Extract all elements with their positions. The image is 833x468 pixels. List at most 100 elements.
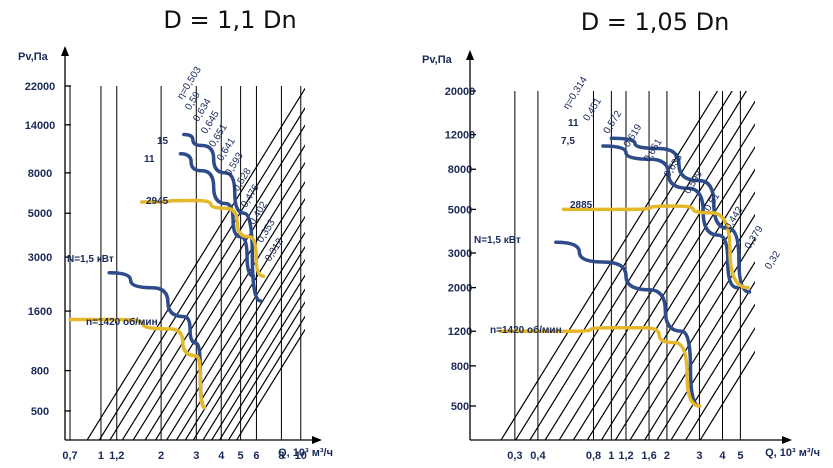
chart-panel-1: 0,7 1 1,2 2 3 4 5 6 8 10 500 800 1600 3000 5000 8000 140… bbox=[18, 6, 333, 462]
y-tick-label: 500 bbox=[451, 401, 469, 413]
series-curve bbox=[178, 151, 256, 279]
system-line bbox=[684, 326, 755, 440]
system-line bbox=[202, 274, 305, 440]
annotation-power_mid: 7,5 bbox=[561, 136, 575, 147]
x-tick-label: 1 bbox=[98, 450, 104, 462]
efficiency-label: 0,619 bbox=[622, 122, 645, 149]
x-tick-label: 5 bbox=[737, 450, 743, 462]
system-line bbox=[184, 245, 305, 440]
chart-panel-2: 0,3 0,4 0,8 1 1,2 1,6 2 3 4 5 500 800 1200 2000 3000 50… bbox=[422, 8, 820, 462]
system-line bbox=[629, 237, 755, 440]
system-lines bbox=[500, 91, 755, 440]
x-axis-arrow bbox=[312, 436, 322, 444]
y-tick-label: 5000 bbox=[28, 208, 52, 220]
series-curve bbox=[182, 132, 263, 303]
x-tick-label: 2 bbox=[664, 450, 670, 462]
x-tick-label: 4 bbox=[719, 450, 726, 462]
system-line bbox=[600, 191, 755, 440]
system-line bbox=[656, 280, 755, 440]
x-tick-label: 10 bbox=[295, 450, 307, 462]
system-line bbox=[175, 231, 305, 440]
x-tick-label: 4 bbox=[218, 450, 225, 462]
system-line bbox=[670, 303, 755, 440]
y-tick-label: 12000 bbox=[445, 130, 476, 142]
y-tick-label: 500 bbox=[31, 406, 49, 418]
x-tick-label: 0,7 bbox=[62, 450, 77, 462]
x-axis-label: Q, 10³ м³/ч bbox=[278, 447, 333, 459]
system-line bbox=[544, 100, 755, 440]
system-line bbox=[98, 107, 305, 440]
annotation-speed_low: n=1420 об/мин bbox=[86, 316, 158, 328]
system-line bbox=[529, 91, 748, 440]
x-axis-arrow bbox=[782, 436, 792, 444]
y-axis-arrow bbox=[466, 50, 474, 60]
x-axis-label: Q, 10³ м³/ч bbox=[765, 447, 820, 459]
x-tick-label: 0,4 bbox=[530, 450, 546, 462]
annotation-speed_high: 2945 bbox=[146, 196, 169, 207]
system-line bbox=[144, 180, 305, 440]
x-tick-label: 2 bbox=[158, 450, 164, 462]
x-tick-label: 1,2 bbox=[109, 450, 124, 462]
system-line bbox=[572, 146, 755, 440]
annotation-speed_low: n=1420 об/мин bbox=[490, 324, 562, 336]
annotation-power_low: N=1,5 кВт bbox=[474, 235, 521, 246]
system-line bbox=[614, 213, 755, 440]
y-tick-label: 2000 bbox=[448, 283, 472, 295]
y-tick-label: 1200 bbox=[448, 326, 472, 338]
annotation-power_high: 11 bbox=[568, 118, 579, 129]
y-tick-label: 1600 bbox=[28, 306, 52, 318]
x-tick-label: 0,8 bbox=[586, 450, 601, 462]
system-line bbox=[586, 168, 755, 440]
annotation-power_mid: 11 bbox=[144, 154, 155, 165]
efficiency-label: 0,32 bbox=[763, 249, 783, 272]
annotation-speed_high: 2885 bbox=[570, 200, 593, 211]
chart-title: D = 1,1 Dn bbox=[163, 6, 296, 34]
efficiency-label: 0,51 bbox=[703, 191, 723, 214]
y-tick-label: 22000 bbox=[25, 81, 56, 93]
system-line bbox=[227, 315, 305, 440]
x-tick-label: 3 bbox=[193, 450, 199, 462]
series-curve bbox=[609, 136, 752, 294]
system-line bbox=[514, 91, 733, 440]
system-line bbox=[154, 197, 305, 440]
y-axis-label: Pv,Па bbox=[422, 54, 453, 66]
series-curve bbox=[561, 204, 750, 290]
series-curve bbox=[139, 198, 266, 279]
x-tick-label: 0,3 bbox=[507, 450, 522, 462]
system-line bbox=[132, 161, 305, 440]
x-tick-label: 6 bbox=[253, 450, 259, 462]
efficiency-label: 0,572 bbox=[602, 108, 625, 135]
x-tick-label: 1,2 bbox=[618, 450, 633, 462]
y-tick-label: 20000 bbox=[445, 86, 476, 98]
series-curve bbox=[554, 240, 702, 408]
y-tick-label: 5000 bbox=[448, 204, 472, 216]
system-lines bbox=[86, 87, 305, 440]
series-curve bbox=[601, 144, 739, 290]
x-tick-label: 8 bbox=[278, 450, 284, 462]
series-curve bbox=[498, 326, 702, 408]
series-curve bbox=[68, 317, 207, 410]
y-tick-label: 800 bbox=[451, 361, 469, 373]
efficiency-label: η=0,314 bbox=[561, 74, 590, 111]
x-tick-label: 1,6 bbox=[641, 450, 656, 462]
system-line bbox=[643, 260, 755, 440]
chart-title: D = 1,05 Dn bbox=[581, 8, 730, 36]
system-line bbox=[210, 288, 305, 440]
x-tick-label: 3 bbox=[696, 450, 702, 462]
y-tick-label: 3000 bbox=[448, 248, 472, 260]
system-line bbox=[86, 87, 305, 440]
system-line bbox=[218, 301, 305, 440]
y-axis-arrow bbox=[61, 46, 69, 56]
efficiency-label: 0,442 bbox=[723, 204, 746, 231]
system-line bbox=[192, 258, 305, 440]
y-tick-label: 14000 bbox=[25, 120, 56, 132]
x-tick-label: 5 bbox=[238, 450, 244, 462]
annotation-power_low: N=1,5 кВт bbox=[67, 254, 114, 265]
system-line bbox=[500, 91, 719, 440]
system-line bbox=[558, 123, 755, 440]
y-tick-label: 800 bbox=[31, 366, 49, 378]
y-tick-label: 3000 bbox=[28, 252, 52, 264]
system-line bbox=[699, 350, 755, 440]
system-line bbox=[165, 215, 305, 440]
